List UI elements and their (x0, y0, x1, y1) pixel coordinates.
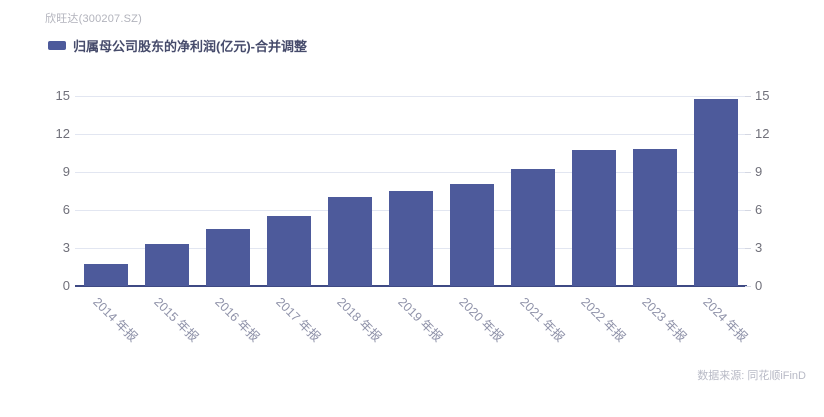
data-source-note: 数据来源: 同花顺iFinD (697, 370, 806, 382)
x-axis-label: 2016 年报 (211, 294, 262, 345)
y-axis-label-left: 0 (62, 278, 70, 293)
bar-2016[interactable] (205, 228, 250, 286)
bar-2014[interactable] (83, 264, 128, 286)
legend-marker-icon (48, 41, 66, 50)
x-axis-label: 2023 年报 (639, 294, 690, 345)
x-axis-label: 2020 年报 (456, 294, 507, 345)
y-axis-tick-right (745, 95, 751, 97)
y-axis-label-left: 3 (62, 239, 70, 255)
bar-2024[interactable] (694, 99, 739, 286)
chart-title: 欣旺达(300207.SZ) (45, 13, 142, 25)
x-axis-label: 2017 年报 (273, 294, 323, 345)
gridline (75, 171, 747, 173)
y-axis-tick-right (745, 171, 751, 173)
y-axis-label-right: 3 (755, 239, 763, 255)
bar-2019[interactable] (389, 190, 433, 286)
y-axis-label-right: 6 (755, 201, 763, 217)
legend-item[interactable]: 归属母公司股东的净利润(亿元)-合并调整 (48, 36, 307, 55)
y-axis-tick-right (745, 286, 751, 287)
bar-2022[interactable] (572, 150, 617, 286)
x-axis-label: 2021 年报 (517, 294, 568, 345)
bar-2018[interactable] (327, 197, 372, 286)
y-axis-label-left: 12 (55, 125, 70, 141)
gridline (75, 133, 747, 135)
y-axis-label-left: 15 (55, 87, 70, 103)
x-axis-label: 2024 年报 (700, 294, 751, 345)
y-axis-label-right: 12 (755, 125, 770, 141)
y-axis-label-right: 15 (755, 87, 770, 103)
x-axis-label: 2018 年报 (334, 294, 384, 345)
y-axis-tick-right (745, 209, 751, 211)
x-axis-label: 2015 年报 (150, 294, 201, 345)
bar-2021[interactable] (511, 169, 556, 286)
x-axis-label: 2019 年报 (395, 294, 445, 345)
bar-2017[interactable] (266, 216, 311, 286)
bar-2020[interactable] (450, 184, 495, 286)
gridline (75, 95, 747, 97)
legend-label: 归属母公司股东的净利润(亿元)-合并调整 (73, 39, 307, 54)
bar-2023[interactable] (633, 148, 678, 286)
x-axis-line (75, 285, 747, 287)
y-axis-label-right: 9 (755, 163, 763, 179)
y-axis-tick-right (745, 133, 751, 135)
y-axis-label-right: 0 (755, 278, 763, 293)
y-axis-label-left: 6 (62, 201, 70, 217)
x-axis-label: 2022 年报 (578, 294, 629, 345)
x-axis-label: 2014 年报 (89, 294, 140, 345)
bar-2015[interactable] (144, 244, 189, 286)
y-axis-label-left: 9 (62, 163, 70, 179)
y-axis-tick-right (745, 247, 751, 249)
